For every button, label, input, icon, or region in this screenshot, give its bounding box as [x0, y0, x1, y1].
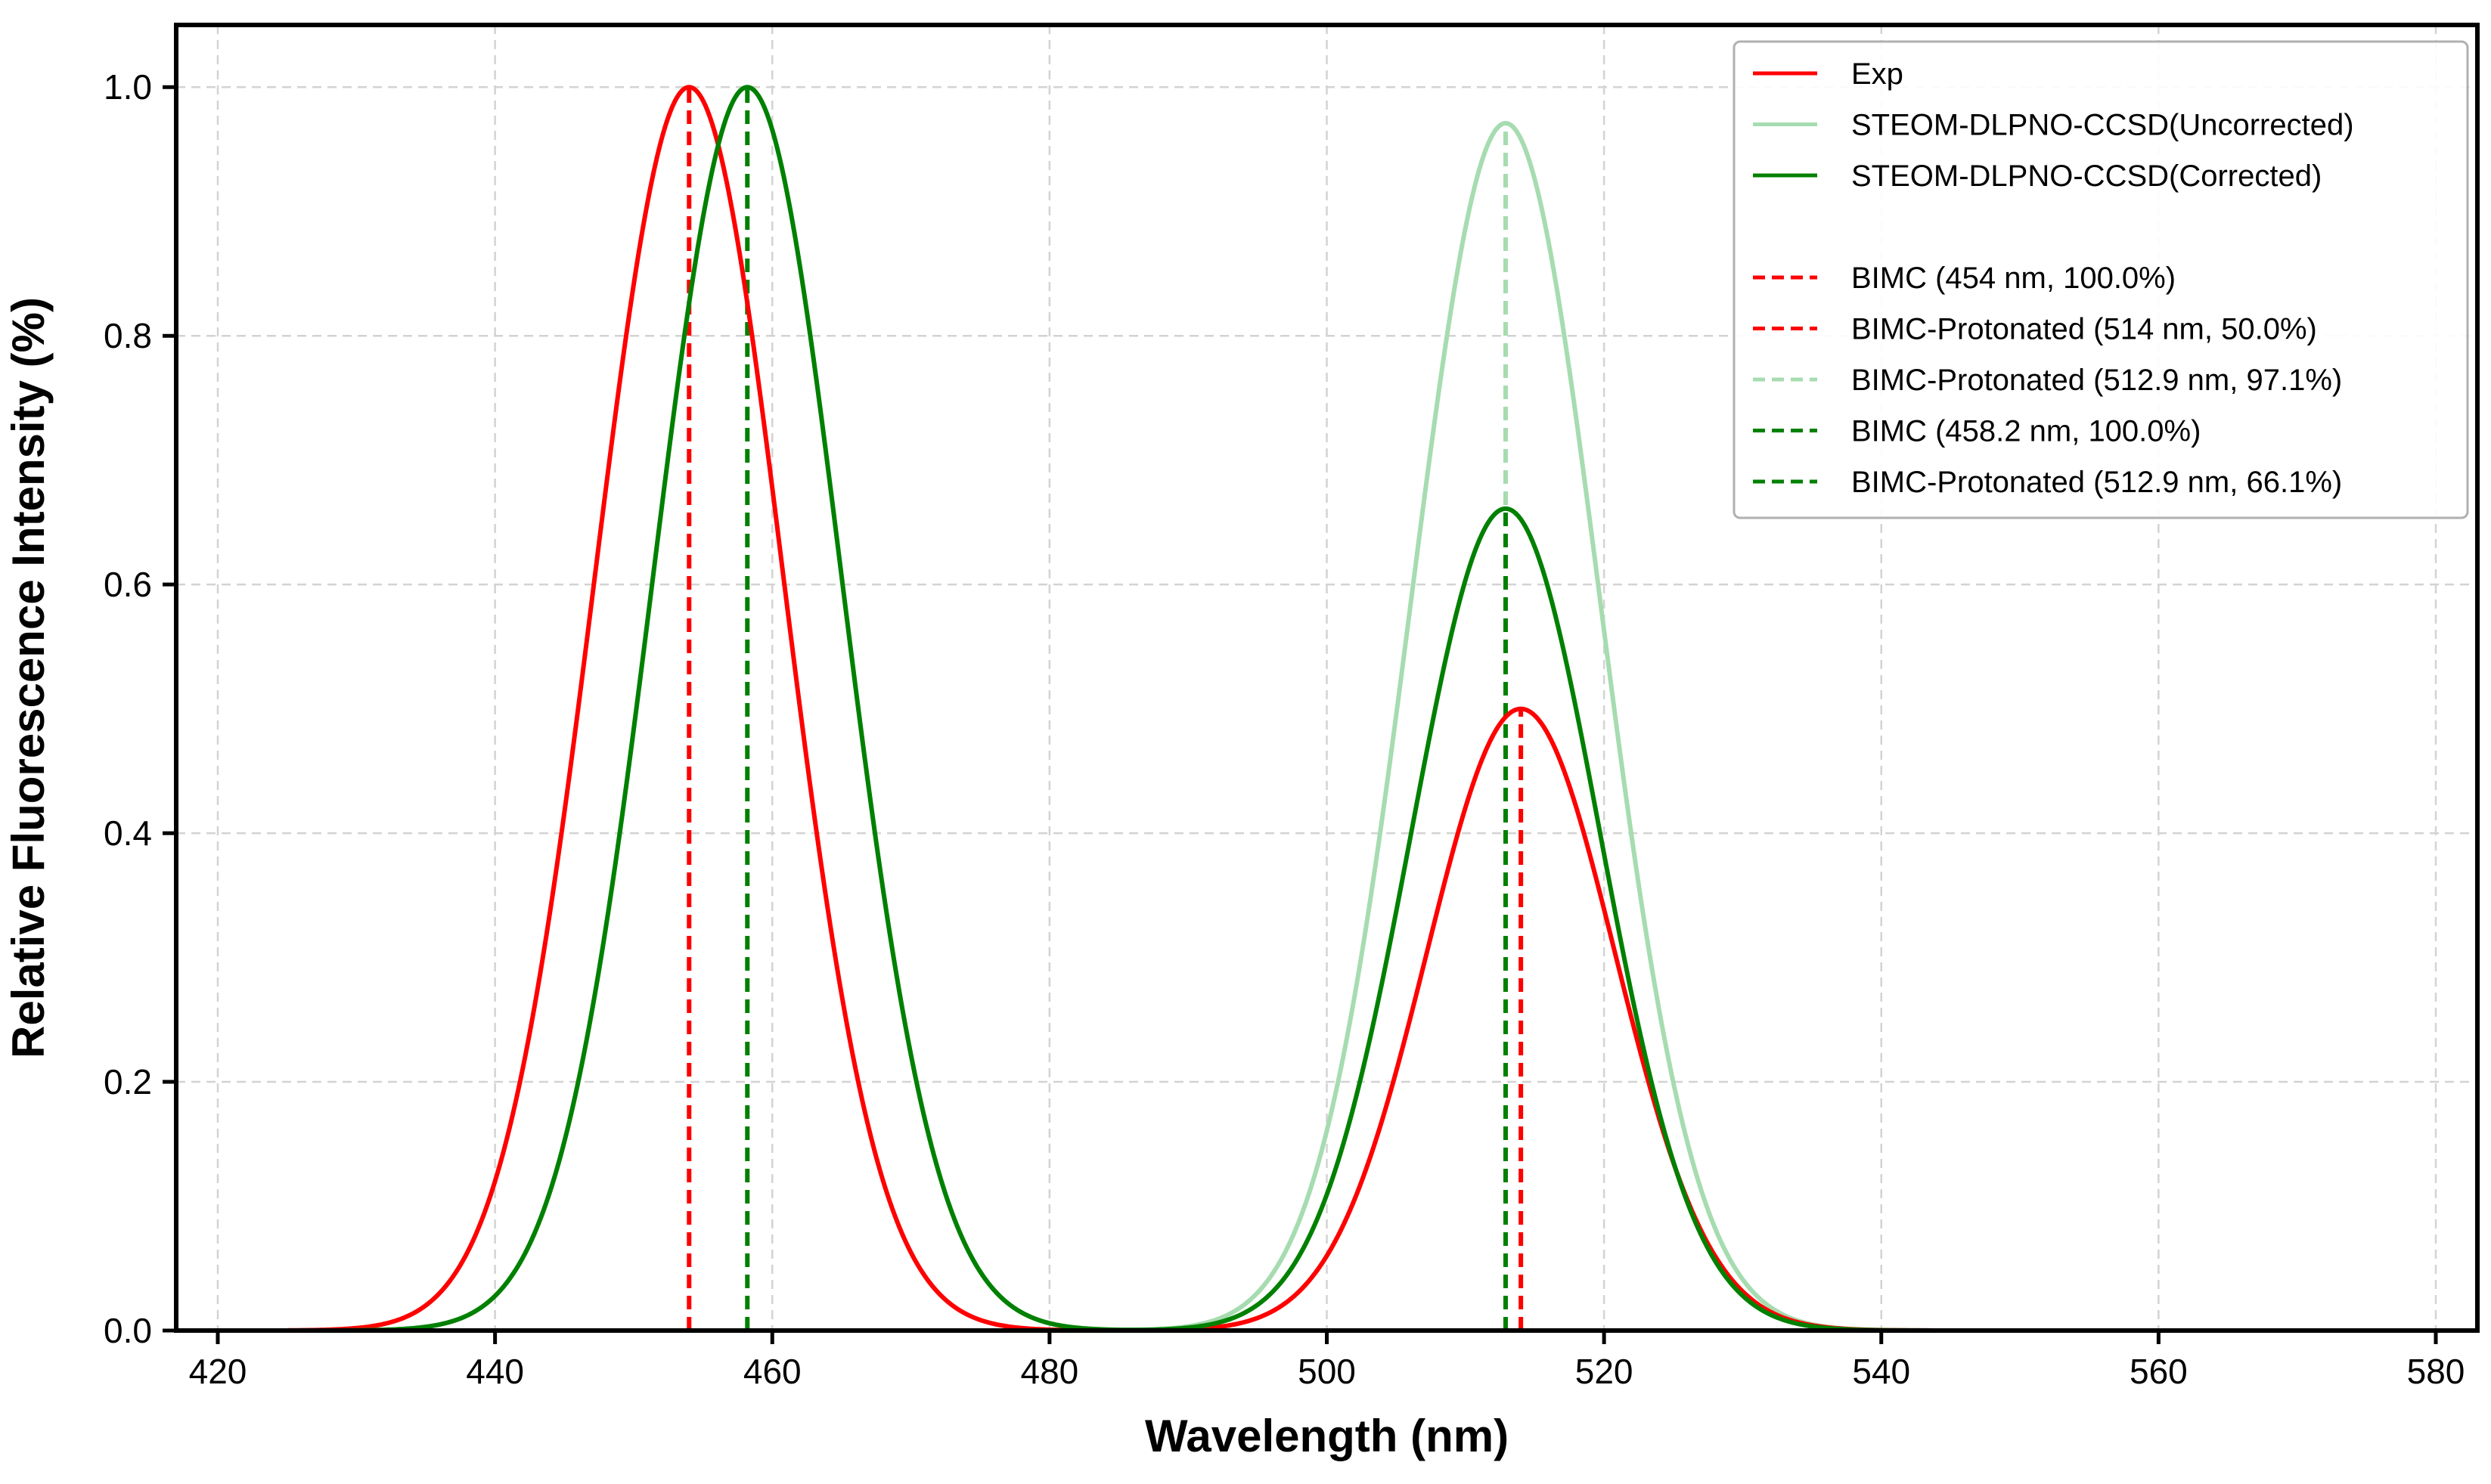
x-tick-label: 480: [1020, 1352, 1078, 1391]
peak-markers: [687, 87, 1524, 1331]
legend-entry-label: BIMC (454 nm, 100.0%): [1851, 262, 2176, 295]
y-tick-label: 0.8: [104, 316, 152, 355]
axis-ticks: 420 440 460 480 500 520 540 560 580 0.0 0.2 0.4 0.6 0…: [104, 67, 2465, 1391]
legend-entry-label: BIMC-Protonated (512.9 nm, 66.1%): [1851, 466, 2342, 499]
legend-entry-label: BIMC-Protonated (512.9 nm, 97.1%): [1851, 364, 2342, 397]
y-tick-label: 0.4: [104, 813, 152, 853]
x-tick-label: 420: [189, 1352, 247, 1391]
grid: [176, 25, 2477, 1332]
legend-entry-label: STEOM-DLPNO-CCSD(Corrected): [1851, 160, 2322, 193]
legend-entry-label: BIMC (458.2 nm, 100.0%): [1851, 415, 2201, 448]
legend-box: [1733, 40, 2469, 519]
y-tick-label: 0.2: [104, 1062, 152, 1101]
x-tick-label: 460: [743, 1352, 802, 1391]
y-tick-label: 1.0: [104, 67, 152, 107]
legend-entry-label: Exp: [1851, 57, 1903, 91]
x-tick-label: 540: [1852, 1352, 1910, 1391]
legend: Exp STEOM-DLPNO-CCSD(Uncorrected) STEOM-DL…: [1733, 40, 2469, 519]
x-axis-title: Wavelength (nm): [1145, 1411, 1509, 1461]
x-tick-label: 440: [466, 1352, 524, 1391]
x-tick-label: 560: [2130, 1352, 2188, 1391]
y-tick-label: 0.0: [104, 1311, 152, 1350]
legend-entry-label: STEOM-DLPNO-CCSD(Uncorrected): [1851, 109, 2354, 142]
x-tick-label: 500: [1298, 1352, 1356, 1391]
legend-entry-label: BIMC-Protonated (514 nm, 50.0%): [1851, 313, 2317, 346]
x-tick-label: 520: [1575, 1352, 1633, 1391]
x-tick-label: 580: [2407, 1352, 2465, 1391]
y-tick-label: 0.6: [104, 565, 152, 604]
y-axis-title: Relative Fluorescence Intensity (%): [3, 297, 54, 1058]
